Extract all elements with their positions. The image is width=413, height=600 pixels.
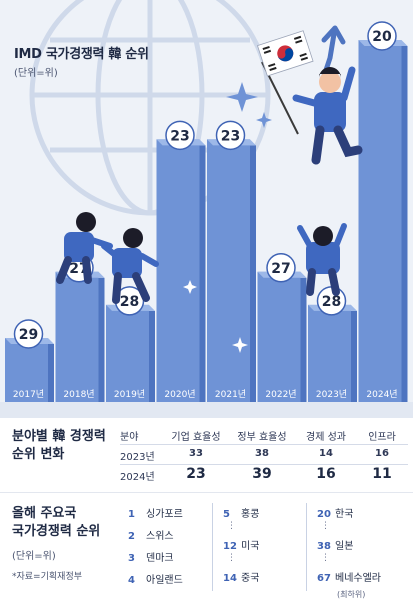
- row-value: 16: [316, 466, 336, 482]
- list-item: 20 한국: [317, 509, 354, 520]
- bar-2022년: [257, 271, 307, 402]
- list-item: 12 미국: [223, 541, 260, 552]
- tick-label: 2017년: [13, 389, 44, 400]
- header-economy: 경제 성과: [306, 432, 346, 443]
- ranking-title: 올해 주요국 국가경쟁력 순위: [12, 506, 101, 539]
- country-ranking: 올해 주요국 국가경쟁력 순위 (단위=위) *자료=기획재정부 1 싱가포르 2…: [0, 492, 413, 599]
- list-item: 38 일본: [317, 541, 354, 552]
- chart-floor: [0, 402, 413, 418]
- list-item: 1 싱가포르: [128, 509, 183, 520]
- climber-figure-left-upper: [101, 228, 159, 304]
- row-value: 39: [252, 466, 272, 482]
- header-infra: 인프라: [368, 432, 396, 443]
- list-item: 3 덴마크: [128, 553, 174, 564]
- value-label: 29: [19, 327, 38, 343]
- sector-table-header: 분야 기업 효율성 정부 효율성 경제 성과 인프라: [120, 426, 408, 445]
- tick-label: 2021년: [215, 389, 246, 400]
- ranking-source: *자료=기획재정부: [12, 572, 83, 582]
- row-value: 38: [255, 448, 269, 459]
- table-row: 2024년 23 39 16 11: [120, 466, 408, 484]
- list-item: 2 스위스: [128, 531, 174, 542]
- list-item: 67 베네수엘라: [317, 573, 381, 584]
- row-year: 2024년: [120, 472, 155, 483]
- sector-table: 분야별 韓 경쟁력 순위 변화 분야 기업 효율성 정부 효율성 경제 성과 인…: [0, 418, 413, 492]
- lowest-rank-note: (최하위): [337, 590, 366, 599]
- table-row: 2023년 33 38 14 16: [120, 446, 408, 465]
- tick-label: 2018년: [63, 389, 94, 400]
- chart-panel: 29 2017년 27 2018년 28 2019년 23 2020년 23 2021년 27 202…: [0, 0, 413, 418]
- ellipsis-icon: ⋮: [227, 553, 236, 563]
- row-value: 23: [186, 466, 206, 482]
- value-label: 27: [271, 261, 290, 277]
- climber-figure-mid: [297, 223, 347, 296]
- ellipsis-icon: ⋮: [227, 521, 236, 531]
- rank-bar-chart: 292017년272018년282019년232020년232021년27202…: [0, 0, 413, 418]
- sparkle-icon: [183, 280, 248, 353]
- sparkle-icon: [226, 82, 272, 128]
- tick-label: 2023년: [316, 389, 347, 400]
- row-value: 33: [189, 448, 203, 459]
- climber-figure-top: [292, 66, 363, 165]
- row-year: 2023년: [120, 452, 155, 463]
- value-label: 23: [170, 128, 189, 144]
- list-item: 4 아일랜드: [128, 575, 183, 586]
- value-badge: [367, 21, 397, 51]
- value-badge: [215, 120, 246, 151]
- row-value: 14: [319, 448, 333, 459]
- globe-icon: [29, 0, 271, 216]
- ranking-column: 1 싱가포르 2 스위스 3 덴마크 4 아일랜드: [118, 503, 212, 591]
- korea-flag-icon: [256, 30, 314, 135]
- value-badge: [266, 253, 296, 283]
- bar-2020년: [156, 139, 206, 403]
- bar-2024년: [358, 40, 408, 402]
- chart-title: IMD 국가경쟁력 韓 순위: [14, 47, 149, 62]
- ellipsis-icon: ⋮: [321, 553, 330, 563]
- value-badge: [165, 120, 195, 151]
- ellipsis-icon: ⋮: [321, 521, 330, 531]
- header-category: 분야: [120, 432, 139, 443]
- header-business: 기업 효율성: [171, 432, 221, 443]
- tick-label: 2020년: [164, 389, 195, 400]
- tick-label: 2019년: [114, 389, 145, 400]
- list-item: 5 홍콩: [223, 509, 260, 520]
- row-value: 11: [372, 466, 392, 482]
- tick-label: 2022년: [265, 389, 296, 400]
- value-label: 28: [322, 294, 341, 310]
- bar-2023년: [308, 304, 357, 402]
- bar-2019년: [106, 304, 155, 402]
- value-label: 20: [372, 29, 392, 45]
- list-item: 14 중국: [223, 573, 260, 584]
- ranking-column: 20 한국 ⋮ 38 일본 ⋮ 67 베네수엘라 (최하위): [306, 503, 411, 599]
- row-value: 16: [375, 448, 389, 459]
- bar-2018년: [55, 271, 105, 402]
- ranking-column: 5 홍콩 ⋮ 12 미국 ⋮ 14 중국: [212, 503, 307, 591]
- ranking-unit: (단위=위): [12, 551, 56, 562]
- tick-label: 2024년: [366, 389, 397, 400]
- bar-2021년: [207, 139, 256, 403]
- value-label: 23: [221, 128, 240, 144]
- chart-unit: (단위=위): [14, 68, 58, 79]
- sector-title: 분야별 韓 경쟁력 순위 변화: [12, 429, 106, 462]
- value-label: 28: [120, 294, 139, 310]
- value-badge: [13, 319, 44, 349]
- header-government: 정부 효율성: [237, 432, 287, 443]
